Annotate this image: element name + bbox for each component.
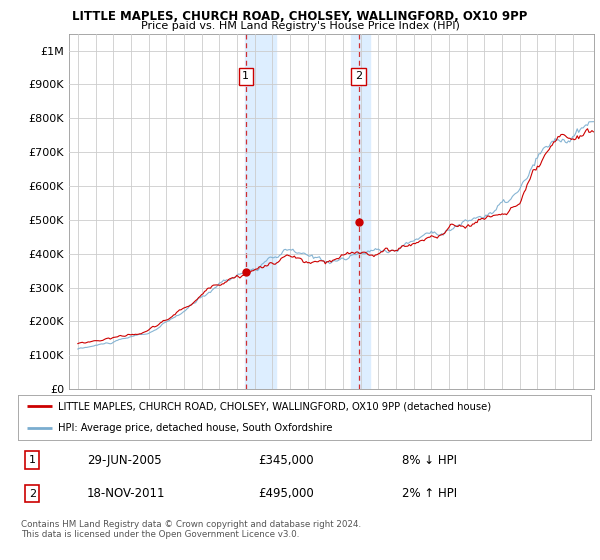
Text: 8% ↓ HPI: 8% ↓ HPI: [402, 454, 457, 466]
Bar: [245, 34, 276, 389]
Text: Price paid vs. HM Land Registry's House Price Index (HPI): Price paid vs. HM Land Registry's House …: [140, 21, 460, 31]
Text: LITTLE MAPLES, CHURCH ROAD, CHOLSEY, WALLINGFORD, OX10 9PP: LITTLE MAPLES, CHURCH ROAD, CHOLSEY, WAL…: [73, 10, 527, 23]
Bar: [351, 34, 370, 389]
Text: HPI: Average price, detached house, South Oxfordshire: HPI: Average price, detached house, Sout…: [58, 423, 332, 433]
Text: 1: 1: [242, 71, 249, 81]
Text: Contains HM Land Registry data © Crown copyright and database right 2024.
This d: Contains HM Land Registry data © Crown c…: [21, 520, 361, 539]
Text: £345,000: £345,000: [259, 454, 314, 466]
Text: 29-JUN-2005: 29-JUN-2005: [87, 454, 161, 466]
Text: 2% ↑ HPI: 2% ↑ HPI: [402, 487, 457, 500]
Text: £495,000: £495,000: [259, 487, 314, 500]
Text: 2: 2: [29, 489, 36, 499]
Text: 18-NOV-2011: 18-NOV-2011: [87, 487, 165, 500]
Text: LITTLE MAPLES, CHURCH ROAD, CHOLSEY, WALLINGFORD, OX10 9PP (detached house): LITTLE MAPLES, CHURCH ROAD, CHOLSEY, WAL…: [58, 402, 491, 412]
Text: 1: 1: [29, 455, 36, 465]
Text: 2: 2: [355, 71, 362, 81]
